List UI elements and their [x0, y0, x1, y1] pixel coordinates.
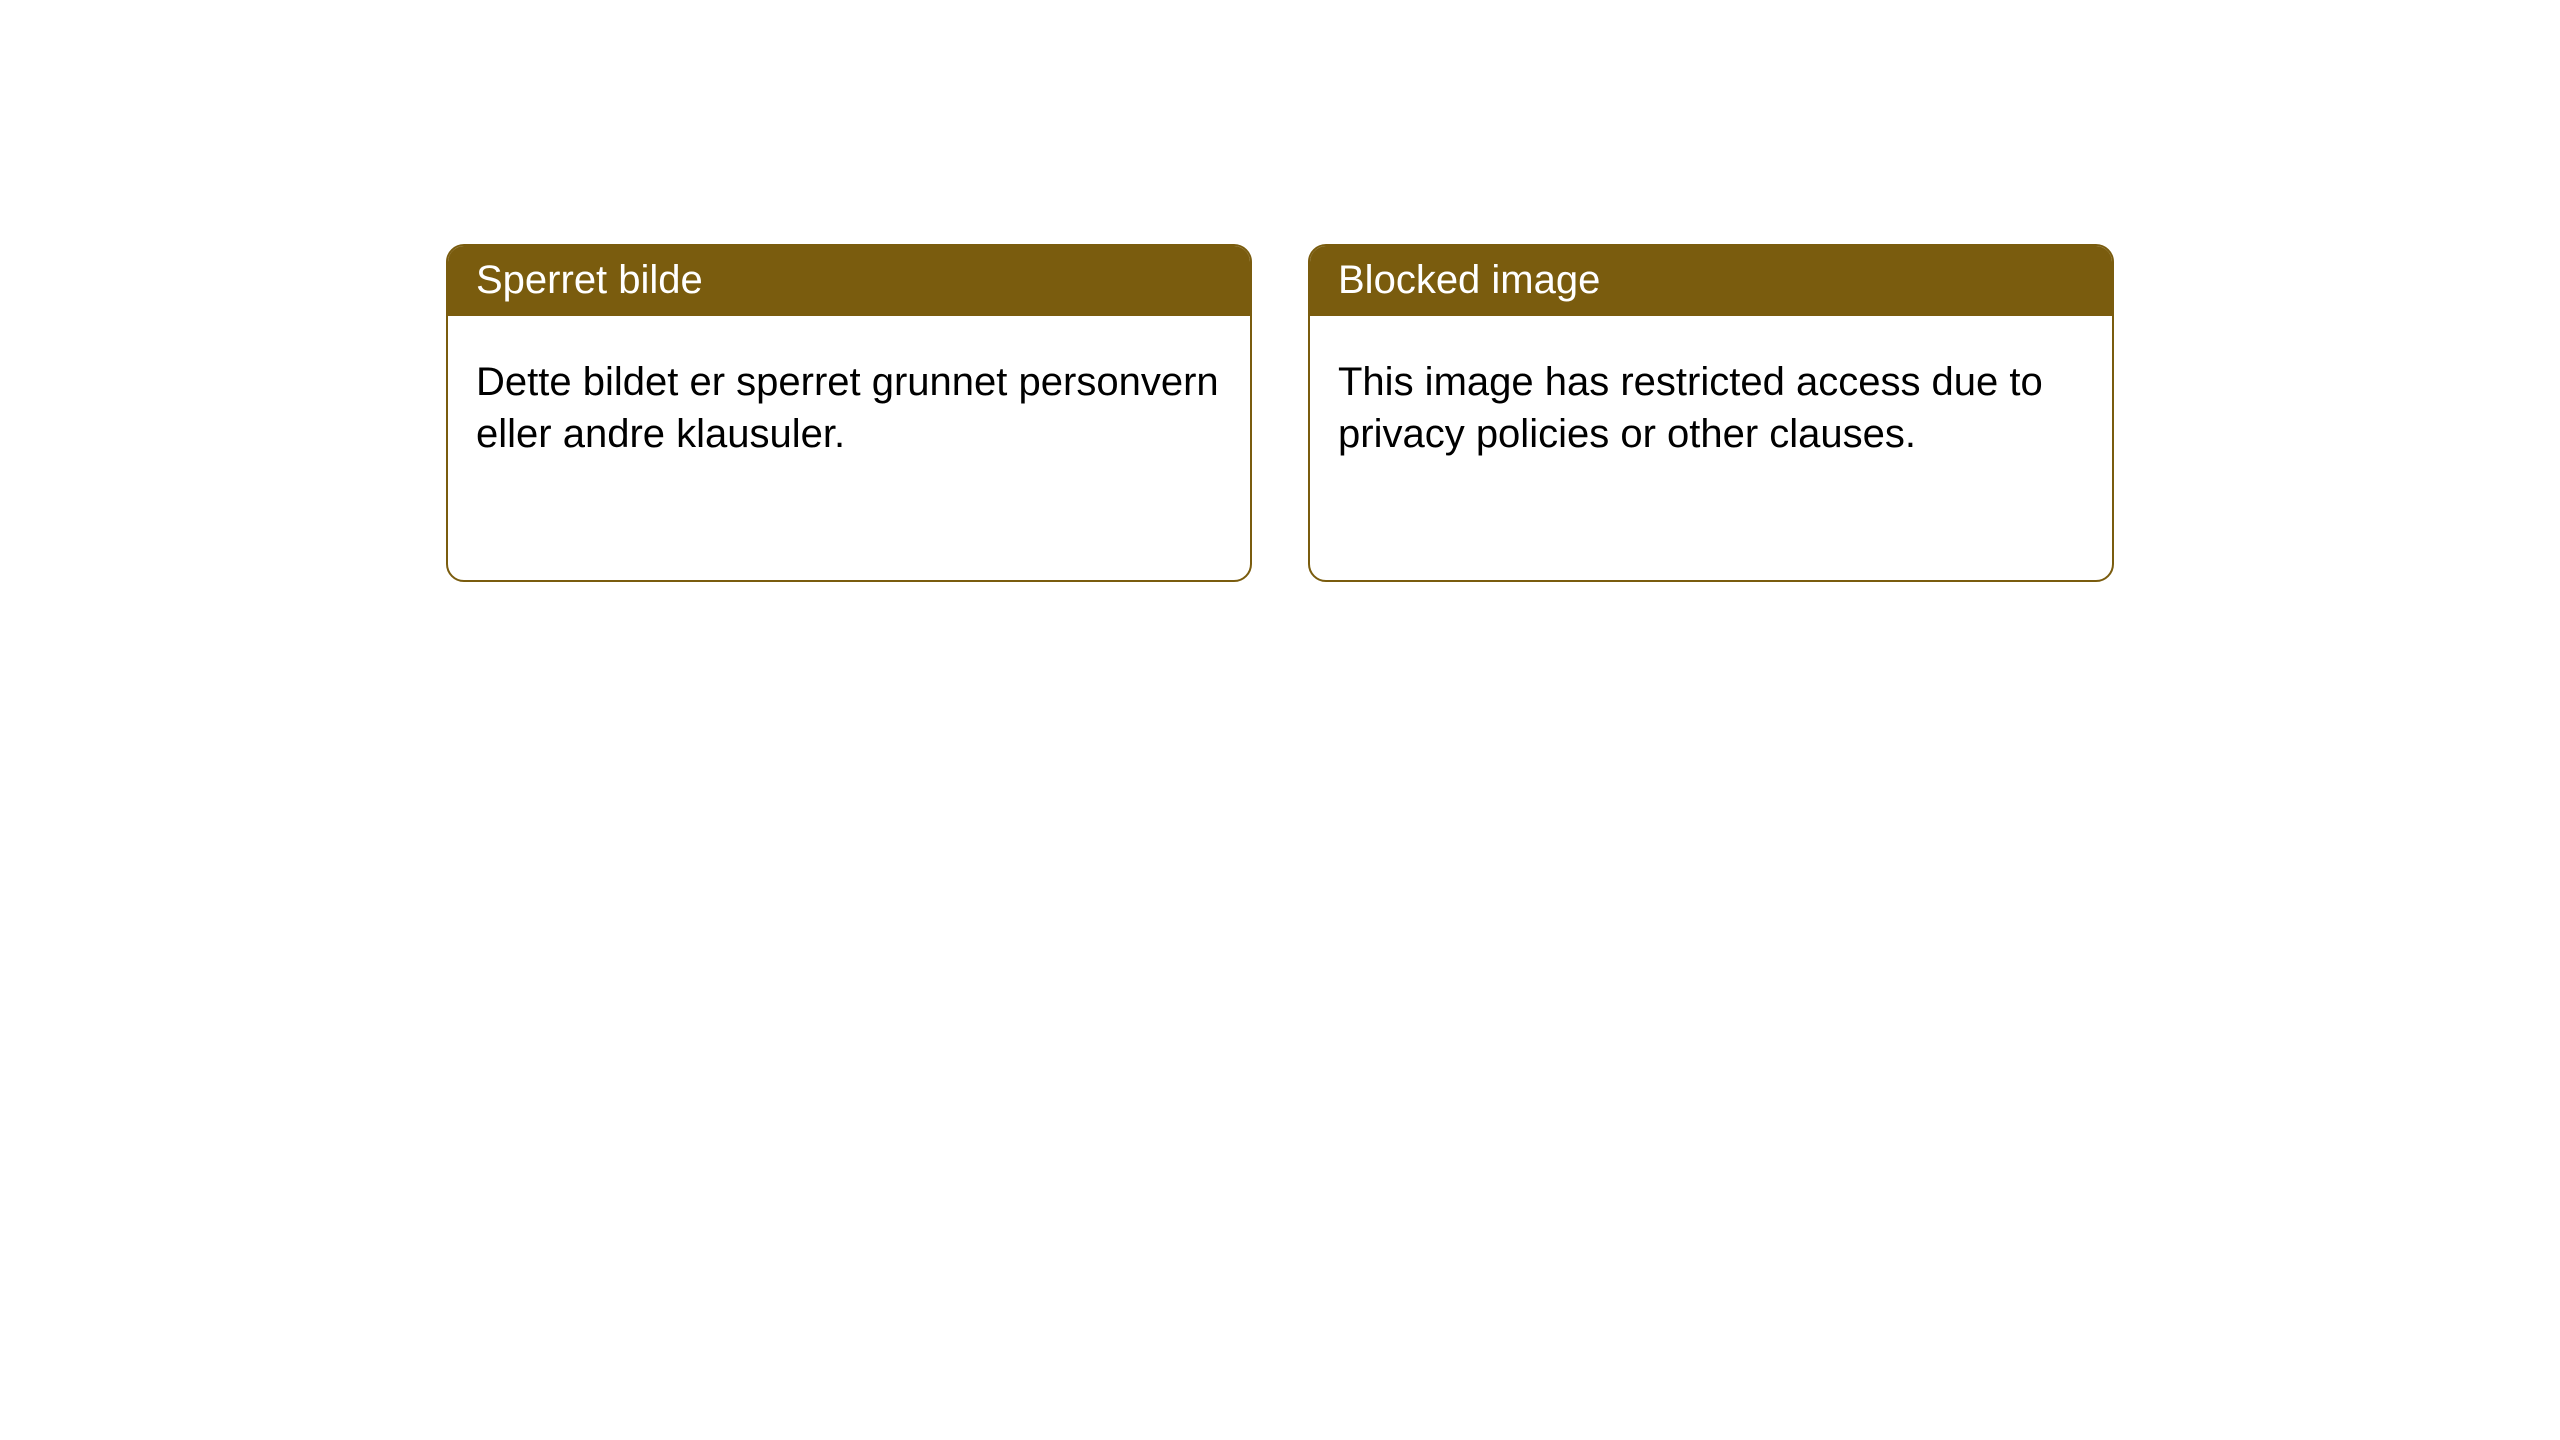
notice-header: Blocked image: [1310, 246, 2112, 316]
notice-card-norwegian: Sperret bilde Dette bildet er sperret gr…: [446, 244, 1252, 582]
notice-card-english: Blocked image This image has restricted …: [1308, 244, 2114, 582]
notice-header: Sperret bilde: [448, 246, 1250, 316]
notice-container: Sperret bilde Dette bildet er sperret gr…: [0, 0, 2560, 582]
notice-body: Dette bildet er sperret grunnet personve…: [448, 316, 1250, 488]
notice-body: This image has restricted access due to …: [1310, 316, 2112, 488]
